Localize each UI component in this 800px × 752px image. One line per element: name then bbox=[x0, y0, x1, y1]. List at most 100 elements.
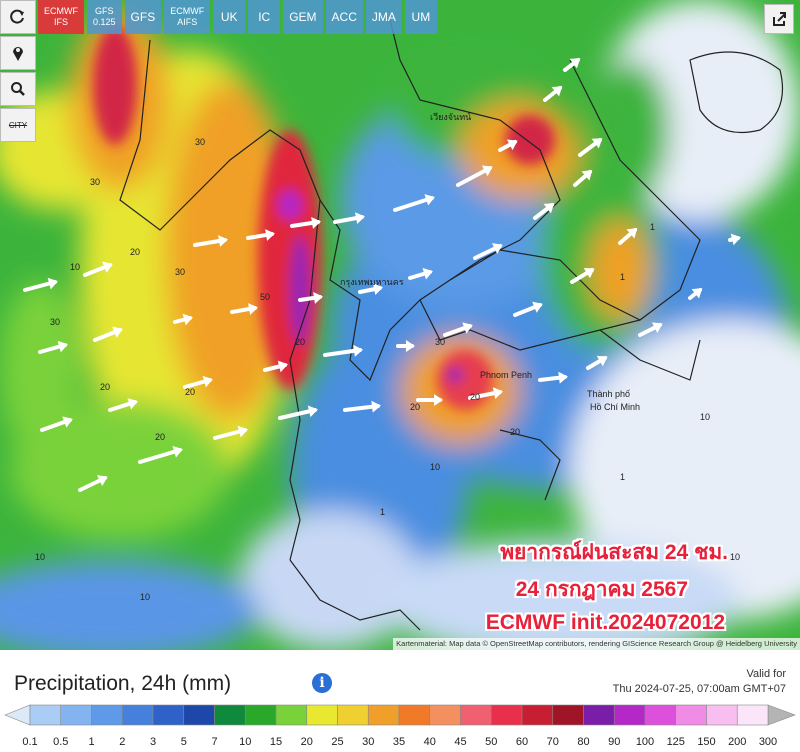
model-label: JMA bbox=[371, 9, 396, 24]
contour-label: 30 bbox=[435, 337, 445, 347]
contour-label: 10 bbox=[140, 592, 150, 602]
contour-label: 1 bbox=[650, 222, 655, 232]
forecast-date: 24 กรกฎาคม 2567 bbox=[515, 578, 688, 601]
scale-label: 10 bbox=[239, 736, 251, 748]
map[interactable]: 30 30 20 30 50 20 10 20 30 20 20 10 30 20 20 10 1 1 10 1 20 1… bbox=[0, 0, 800, 650]
wind-arrow-head bbox=[112, 326, 123, 338]
model-button[interactable]: GFS 0.125 bbox=[87, 0, 122, 34]
rain-core bbox=[447, 367, 463, 383]
scale-label: 50 bbox=[485, 736, 497, 748]
scale-label: 60 bbox=[516, 736, 528, 748]
contour-label: 20 bbox=[470, 392, 480, 402]
scale-label: 0.5 bbox=[53, 736, 68, 748]
model-button[interactable]: GEM bbox=[283, 0, 323, 34]
model-button[interactable]: ECMWF IFS bbox=[38, 0, 84, 34]
wind-arrow-head bbox=[96, 475, 108, 487]
wind-arrow-head bbox=[277, 360, 288, 373]
scale-swatch bbox=[29, 704, 62, 726]
wind-arrow-head bbox=[372, 283, 383, 296]
wind-arrow-head bbox=[492, 387, 503, 400]
scale-swatch bbox=[675, 704, 707, 726]
rain-core bbox=[258, 130, 322, 390]
scale-swatch bbox=[121, 704, 154, 726]
valid-time: Thu 2024-07-25, 07:00am GMT+07 bbox=[612, 683, 786, 695]
scale-label: 40 bbox=[424, 736, 436, 748]
model-button[interactable]: JMA bbox=[365, 0, 402, 34]
scale-high-arrow bbox=[767, 704, 796, 726]
contour-label: 1 bbox=[380, 507, 385, 517]
contour-label: 1 bbox=[620, 472, 625, 482]
wind-arrow-head bbox=[569, 58, 581, 69]
wind-arrow-head bbox=[422, 267, 433, 280]
scale-label: 30 bbox=[362, 736, 374, 748]
scale-label: 300 bbox=[759, 736, 777, 748]
scale-label: 1 bbox=[88, 736, 94, 748]
wind-arrow-head bbox=[532, 301, 543, 313]
model-button[interactable]: IC bbox=[248, 0, 281, 34]
contour-label: 20 bbox=[185, 387, 195, 397]
scale-label: 150 bbox=[697, 736, 715, 748]
wind-arrow-head bbox=[506, 139, 518, 151]
model-button[interactable]: GFS bbox=[124, 0, 162, 34]
wind-arrow-head bbox=[237, 425, 248, 438]
zoom-button[interactable] bbox=[0, 72, 36, 106]
forecast-init: ECMWF init.2024072012 bbox=[485, 611, 725, 634]
scale-label: 70 bbox=[547, 736, 559, 748]
scale-label: 5 bbox=[181, 736, 187, 748]
contour-label: 50 bbox=[260, 292, 270, 302]
refresh-button[interactable] bbox=[0, 0, 36, 34]
model-label: 0.125 bbox=[93, 17, 116, 27]
valid-label: Valid for bbox=[746, 668, 786, 680]
scale-swatch bbox=[706, 704, 738, 726]
city-label: Thành phố bbox=[587, 389, 630, 399]
wind-arrow-head bbox=[591, 138, 603, 149]
contour-label: 1 bbox=[620, 272, 625, 282]
wind-arrow-head bbox=[57, 340, 68, 353]
rain-area bbox=[590, 220, 650, 320]
model-label: UK bbox=[220, 9, 238, 24]
city-toggle[interactable]: CITY bbox=[0, 108, 36, 142]
scale-swatch bbox=[367, 704, 400, 726]
share-button[interactable] bbox=[764, 4, 794, 34]
model-label: IFS bbox=[53, 17, 68, 27]
wind-arrow-head bbox=[62, 416, 73, 428]
wind-arrow-head bbox=[626, 228, 638, 239]
attribution: Kartenmaterial: Map data © OpenStreetMap… bbox=[393, 638, 800, 650]
contour-label: 30 bbox=[195, 137, 205, 147]
wind-arrow-head bbox=[371, 400, 381, 413]
borders bbox=[119, 19, 784, 631]
scale-swatch bbox=[306, 704, 338, 726]
scale-label: 125 bbox=[667, 736, 685, 748]
model-button[interactable]: ACC bbox=[325, 0, 363, 34]
info-button[interactable]: i bbox=[312, 673, 332, 693]
scale-swatch bbox=[244, 704, 277, 726]
model-button[interactable]: UM bbox=[404, 0, 437, 34]
contour-label: 10 bbox=[70, 262, 80, 272]
legend-title: Precipitation, 24h (mm) bbox=[14, 672, 232, 695]
wind-arrow-head bbox=[102, 261, 113, 273]
contour-label: 10 bbox=[700, 412, 710, 422]
rain-area bbox=[590, 60, 670, 200]
scale-label: 0.1 bbox=[22, 736, 37, 748]
scale-label: 90 bbox=[608, 736, 620, 748]
wind-arrow-head bbox=[202, 375, 213, 388]
scale-label: 20 bbox=[301, 736, 313, 748]
contour-label: 30 bbox=[50, 317, 60, 327]
model-label: GFS bbox=[130, 9, 156, 24]
rain-area bbox=[10, 400, 230, 540]
model-button[interactable]: UK bbox=[213, 0, 246, 34]
wind-arrow-head bbox=[218, 235, 228, 247]
wind-arrow-head bbox=[47, 277, 58, 290]
city-label: Hồ Chí Minh bbox=[590, 402, 640, 412]
scale-label: 100 bbox=[636, 736, 654, 748]
wind-arrow-head bbox=[481, 165, 493, 177]
wind-arrow-head bbox=[583, 267, 595, 279]
location-button[interactable] bbox=[0, 36, 36, 70]
scale-label: 2 bbox=[119, 736, 125, 748]
scale-swatch bbox=[275, 704, 308, 726]
scale-swatch bbox=[214, 704, 246, 726]
model-button[interactable]: ECMWF AIFS bbox=[164, 0, 211, 34]
wind-arrow-head bbox=[596, 355, 608, 367]
rain-area bbox=[165, 80, 295, 420]
